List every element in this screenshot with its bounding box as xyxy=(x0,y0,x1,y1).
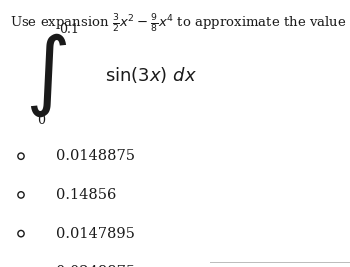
Text: $\sin(3x)\ dx$: $\sin(3x)\ dx$ xyxy=(105,65,197,85)
Text: Use expansion $\frac{3}{2}x^2 - \frac{9}{8}x^4$ to approximate the value of: Use expansion $\frac{3}{2}x^2 - \frac{9}… xyxy=(10,13,350,36)
Text: 0.0148875: 0.0148875 xyxy=(56,149,135,163)
Text: 0.0147895: 0.0147895 xyxy=(56,227,135,241)
Text: 0: 0 xyxy=(37,114,45,127)
Text: $\int$: $\int$ xyxy=(25,31,66,119)
Text: 0.14856: 0.14856 xyxy=(56,188,116,202)
Text: 0.1: 0.1 xyxy=(60,23,79,36)
Text: 0.0248875: 0.0248875 xyxy=(56,265,135,267)
